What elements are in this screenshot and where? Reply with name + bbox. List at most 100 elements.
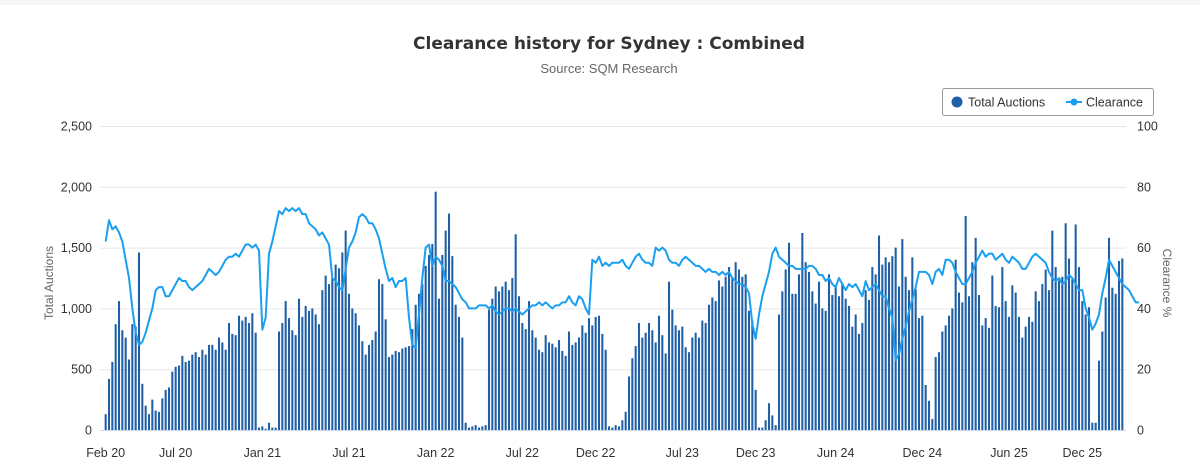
- bar[interactable]: [1077, 267, 1081, 430]
- bar[interactable]: [961, 302, 964, 430]
- bar[interactable]: [814, 303, 817, 430]
- bar[interactable]: [631, 358, 634, 430]
- bar[interactable]: [721, 286, 724, 430]
- bar[interactable]: [414, 304, 417, 430]
- bar[interactable]: [591, 325, 594, 430]
- bar[interactable]: [1084, 314, 1087, 430]
- bar[interactable]: [471, 426, 474, 430]
- bar[interactable]: [234, 335, 237, 430]
- bar[interactable]: [421, 284, 424, 430]
- bar[interactable]: [391, 354, 394, 430]
- bar[interactable]: [537, 349, 541, 430]
- bar[interactable]: [324, 275, 327, 430]
- bar[interactable]: [921, 315, 924, 430]
- bar[interactable]: [784, 269, 787, 430]
- bar[interactable]: [927, 400, 931, 430]
- bar[interactable]: [724, 276, 727, 430]
- bar[interactable]: [221, 342, 224, 430]
- bar[interactable]: [1027, 316, 1031, 430]
- bar[interactable]: [287, 318, 291, 430]
- bar[interactable]: [1021, 337, 1024, 430]
- bar[interactable]: [514, 234, 517, 430]
- bar[interactable]: [541, 352, 544, 430]
- bar[interactable]: [744, 274, 747, 430]
- bar[interactable]: [207, 344, 211, 430]
- bar[interactable]: [857, 333, 861, 430]
- bar[interactable]: [704, 322, 707, 430]
- bar[interactable]: [517, 296, 521, 430]
- bar[interactable]: [497, 291, 501, 430]
- bar[interactable]: [657, 315, 661, 430]
- bar[interactable]: [641, 337, 644, 430]
- bar[interactable]: [794, 293, 797, 430]
- bar[interactable]: [667, 281, 671, 430]
- bar[interactable]: [924, 385, 927, 430]
- bar[interactable]: [647, 322, 651, 430]
- bar[interactable]: [1091, 422, 1094, 430]
- bar[interactable]: [711, 297, 714, 430]
- bar[interactable]: [197, 357, 201, 430]
- bar[interactable]: [1014, 292, 1017, 430]
- bar[interactable]: [454, 304, 457, 430]
- bar[interactable]: [201, 349, 204, 430]
- bar[interactable]: [847, 305, 851, 430]
- bar[interactable]: [184, 361, 187, 430]
- bar[interactable]: [841, 282, 844, 430]
- bar[interactable]: [487, 309, 491, 430]
- bar[interactable]: [431, 243, 434, 430]
- bar[interactable]: [157, 411, 161, 430]
- bar[interactable]: [1097, 360, 1101, 430]
- bar[interactable]: [997, 307, 1001, 430]
- bar[interactable]: [637, 322, 641, 430]
- bar[interactable]: [104, 414, 107, 430]
- bar[interactable]: [951, 308, 954, 430]
- bar[interactable]: [871, 267, 874, 430]
- bar[interactable]: [777, 314, 781, 430]
- bar[interactable]: [364, 354, 367, 430]
- bar[interactable]: [261, 426, 264, 430]
- bar[interactable]: [597, 315, 601, 430]
- bar[interactable]: [374, 331, 377, 431]
- bar[interactable]: [561, 350, 564, 430]
- bar[interactable]: [357, 325, 361, 430]
- bar[interactable]: [757, 427, 761, 430]
- bar[interactable]: [521, 322, 524, 430]
- bar[interactable]: [747, 310, 751, 430]
- bar[interactable]: [417, 293, 421, 430]
- bar[interactable]: [347, 293, 351, 430]
- bar[interactable]: [161, 398, 164, 430]
- bar[interactable]: [854, 314, 857, 430]
- bar[interactable]: [1001, 267, 1004, 430]
- bar[interactable]: [884, 257, 887, 430]
- bar[interactable]: [131, 324, 134, 430]
- bar[interactable]: [807, 271, 811, 430]
- bar[interactable]: [1031, 321, 1034, 430]
- bar[interactable]: [214, 349, 217, 430]
- bar[interactable]: [1037, 301, 1041, 430]
- bar[interactable]: [774, 425, 777, 430]
- bar[interactable]: [1114, 293, 1117, 430]
- bar[interactable]: [341, 252, 344, 430]
- bar[interactable]: [387, 357, 391, 430]
- bar[interactable]: [457, 316, 461, 430]
- bar[interactable]: [501, 286, 504, 430]
- bar[interactable]: [867, 299, 871, 430]
- bar[interactable]: [751, 320, 754, 430]
- bar[interactable]: [244, 316, 247, 430]
- bar[interactable]: [741, 276, 744, 430]
- bar[interactable]: [974, 237, 977, 430]
- bar[interactable]: [824, 310, 827, 430]
- bar[interactable]: [441, 254, 444, 430]
- bar[interactable]: [557, 340, 561, 430]
- bar[interactable]: [981, 325, 984, 430]
- bar[interactable]: [194, 352, 197, 430]
- bar[interactable]: [397, 352, 401, 430]
- bar[interactable]: [964, 215, 967, 430]
- bar[interactable]: [134, 326, 137, 430]
- bar[interactable]: [1121, 258, 1124, 430]
- bar[interactable]: [281, 322, 284, 430]
- bar[interactable]: [504, 281, 507, 430]
- bar[interactable]: [154, 410, 157, 430]
- bar[interactable]: [781, 291, 784, 430]
- bar[interactable]: [464, 422, 467, 430]
